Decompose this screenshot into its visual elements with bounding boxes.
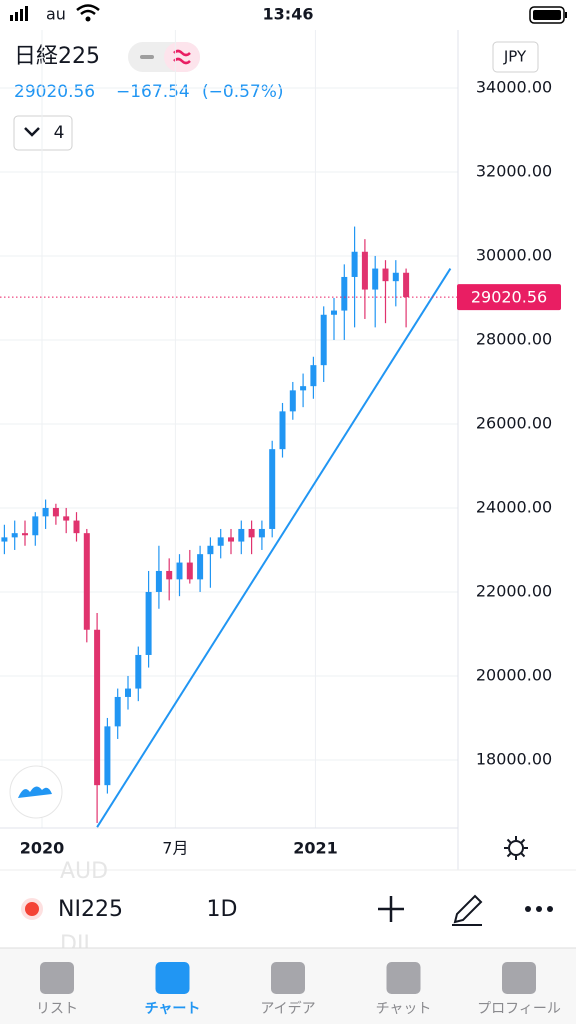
y-tick-label: 28000.00 [476, 329, 552, 348]
indicators-count[interactable]: 4 [54, 123, 65, 143]
candle-body [176, 562, 183, 580]
currency-box[interactable] [492, 41, 539, 73]
candle-body [125, 688, 131, 697]
tab-label[interactable]: チャット [376, 1001, 432, 1017]
logo-button[interactable] [9, 765, 63, 819]
last-price-label: 29020.56 [471, 288, 547, 307]
y-tick-label: 30000.00 [476, 245, 552, 264]
candle-body [63, 516, 70, 521]
x-tick-label: 2021 [293, 839, 338, 858]
candle-body [382, 268, 389, 282]
candle-body [310, 365, 317, 387]
change: −167.54 [116, 82, 190, 102]
candle-body [104, 726, 111, 786]
candle-body [351, 251, 358, 277]
candle-body [1, 537, 8, 542]
tab-label[interactable]: リスト [36, 1001, 78, 1017]
candle-body [258, 528, 265, 538]
candle-body [83, 533, 90, 630]
clock: 13:46 [263, 5, 314, 24]
candle-body [32, 516, 39, 536]
candle-body [238, 528, 245, 542]
y-tick-label: 22000.00 [476, 581, 552, 600]
candle-body [52, 507, 59, 517]
candle-body [392, 272, 399, 282]
candle-body [155, 570, 162, 592]
candle-body [114, 696, 121, 727]
candle-body [73, 520, 80, 534]
symbol-title[interactable]: 日経225 [14, 44, 100, 69]
tab-icon[interactable] [271, 962, 305, 994]
tab-icon[interactable] [502, 962, 536, 994]
status-dot [21, 898, 43, 920]
draw-button[interactable] [452, 894, 483, 926]
candle-body [145, 591, 152, 655]
candle-body [186, 562, 193, 580]
interval[interactable]: 1D [207, 897, 238, 922]
candle-body [135, 654, 142, 689]
status-bar: au 13:46 [10, 4, 567, 24]
candle-body [320, 314, 327, 366]
candle-body [228, 537, 234, 542]
candle-body [42, 507, 49, 517]
tab-icon[interactable] [386, 962, 421, 994]
tab-label[interactable]: アイデア [260, 1000, 315, 1017]
candle-body [372, 268, 379, 290]
y-tick-label: 24000.00 [476, 497, 552, 516]
candle-body [279, 411, 286, 450]
price: 29020.56 [14, 82, 95, 102]
settings[interactable] [504, 836, 528, 860]
toolbar-symbol[interactable]: NI225 [58, 897, 123, 922]
candle-body [331, 310, 337, 315]
tab-icon[interactable] [155, 962, 190, 994]
indicators-button[interactable]: 4 [13, 115, 73, 151]
trend-line [96, 268, 452, 828]
currency[interactable]: JPY [503, 48, 527, 66]
carrier: au [46, 5, 66, 24]
x-tick-label: 2020 [20, 839, 65, 858]
candle-body [22, 533, 28, 536]
candle-body [197, 554, 204, 580]
chart-style-toggle[interactable] [128, 42, 200, 72]
tab-label[interactable]: プロフィール [477, 1001, 561, 1017]
candle-body [341, 276, 348, 311]
ghost-symbol: AUD [60, 859, 108, 884]
tab-icon[interactable] [40, 962, 74, 994]
y-tick-label: 34000.00 [476, 77, 552, 96]
tab-label[interactable]: チャート [145, 1001, 201, 1017]
change-pct: (−0.57%) [202, 82, 284, 102]
candle-body [207, 545, 214, 555]
y-tick-label: 26000.00 [476, 413, 552, 432]
candle-body [269, 449, 276, 529]
candle-body [248, 528, 255, 538]
candle-body [11, 533, 18, 538]
candle-body [403, 272, 410, 298]
last-price-tag [457, 284, 561, 311]
x-tick-label: 7月 [162, 839, 188, 858]
candle-body [361, 251, 368, 290]
more-button[interactable] [525, 906, 553, 912]
candle-body [300, 386, 307, 391]
candle-body [166, 570, 173, 580]
add-button[interactable] [378, 896, 404, 922]
candle-body [217, 537, 224, 546]
y-tick-label: 20000.00 [476, 665, 552, 684]
candle-body [289, 390, 296, 412]
y-tick-label: 32000.00 [476, 161, 552, 180]
candle-body [94, 629, 101, 786]
y-tick-label: 18000.00 [476, 749, 552, 768]
